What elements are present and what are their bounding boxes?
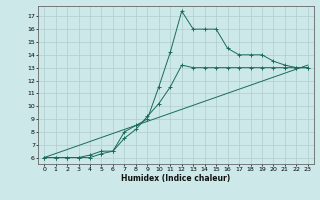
- X-axis label: Humidex (Indice chaleur): Humidex (Indice chaleur): [121, 174, 231, 183]
